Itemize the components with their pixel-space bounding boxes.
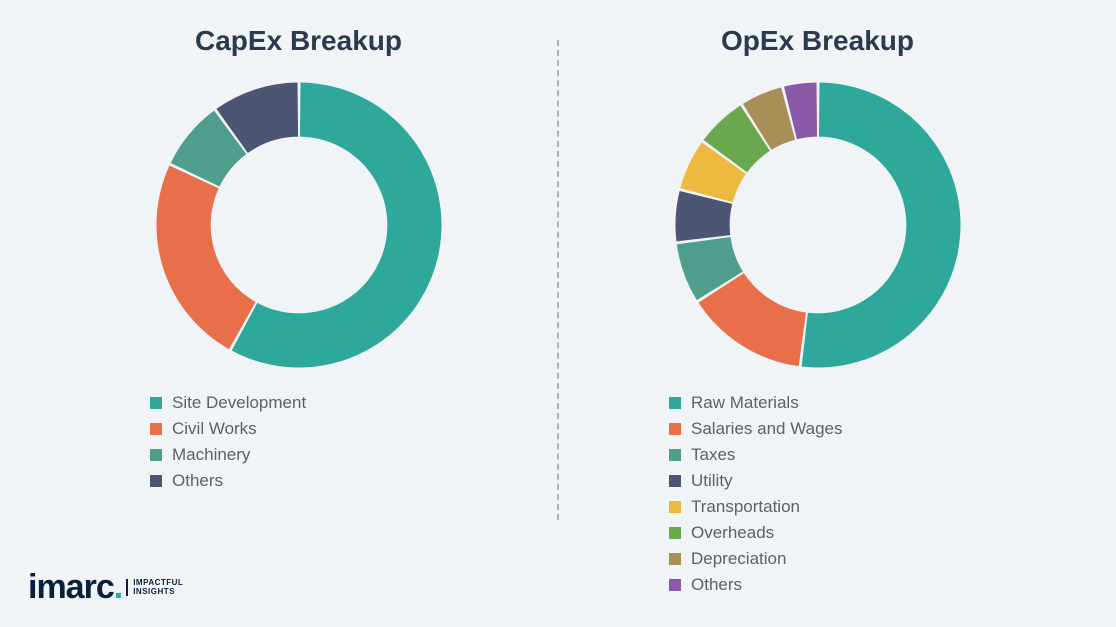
legend-item: Site Development	[150, 393, 306, 413]
legend-label: Site Development	[172, 393, 306, 413]
brand-name: imarc.	[28, 568, 122, 607]
brand-tagline: IMPACTFUL INSIGHTS	[126, 579, 183, 597]
legend-item: Taxes	[669, 445, 843, 465]
legend-item: Salaries and Wages	[669, 419, 843, 439]
legend-item: Machinery	[150, 445, 306, 465]
legend-label: Others	[172, 471, 223, 491]
legend-item: Overheads	[669, 523, 843, 543]
legend-label: Others	[691, 575, 742, 595]
legend-item: Utility	[669, 471, 843, 491]
capex-donut	[149, 75, 449, 375]
tagline-line2: INSIGHTS	[133, 587, 175, 596]
charts-container: CapEx Breakup Site Development Civil Work…	[0, 0, 1116, 627]
brand-accent-dot: .	[114, 568, 122, 606]
legend-swatch	[669, 501, 681, 513]
legend-swatch	[150, 475, 162, 487]
capex-title: CapEx Breakup	[195, 25, 402, 57]
legend-swatch	[150, 423, 162, 435]
legend-swatch	[669, 527, 681, 539]
opex-title: OpEx Breakup	[721, 25, 914, 57]
legend-swatch	[669, 449, 681, 461]
legend-swatch	[150, 397, 162, 409]
legend-item: Raw Materials	[669, 393, 843, 413]
legend-swatch	[669, 475, 681, 487]
legend-swatch	[150, 449, 162, 461]
legend-label: Depreciation	[691, 549, 786, 569]
opex-donut	[668, 75, 968, 375]
legend-label: Transportation	[691, 497, 800, 517]
legend-item: Transportation	[669, 497, 843, 517]
legend-swatch	[669, 553, 681, 565]
tagline-line1: IMPACTFUL	[133, 578, 183, 587]
legend-swatch	[669, 397, 681, 409]
legend-label: Taxes	[691, 445, 735, 465]
legend-swatch	[669, 579, 681, 591]
brand-logo: imarc. IMPACTFUL INSIGHTS	[28, 568, 183, 607]
donut-slice	[156, 166, 255, 349]
opex-legend: Raw Materials Salaries and Wages Taxes Util…	[669, 393, 843, 601]
legend-item: Depreciation	[669, 549, 843, 569]
legend-swatch	[669, 423, 681, 435]
legend-label: Overheads	[691, 523, 774, 543]
capex-panel: CapEx Breakup Site Development Civil Work…	[40, 20, 557, 607]
opex-panel: OpEx Breakup Raw Materials Salaries and W…	[559, 20, 1076, 607]
legend-item: Others	[150, 471, 306, 491]
legend-item: Civil Works	[150, 419, 306, 439]
legend-label: Utility	[691, 471, 733, 491]
legend-label: Raw Materials	[691, 393, 799, 413]
legend-label: Machinery	[172, 445, 250, 465]
legend-label: Civil Works	[172, 419, 257, 439]
legend-label: Salaries and Wages	[691, 419, 843, 439]
capex-legend: Site Development Civil Works Machinery Othe…	[150, 393, 306, 497]
donut-slice	[801, 83, 960, 368]
legend-item: Others	[669, 575, 843, 595]
